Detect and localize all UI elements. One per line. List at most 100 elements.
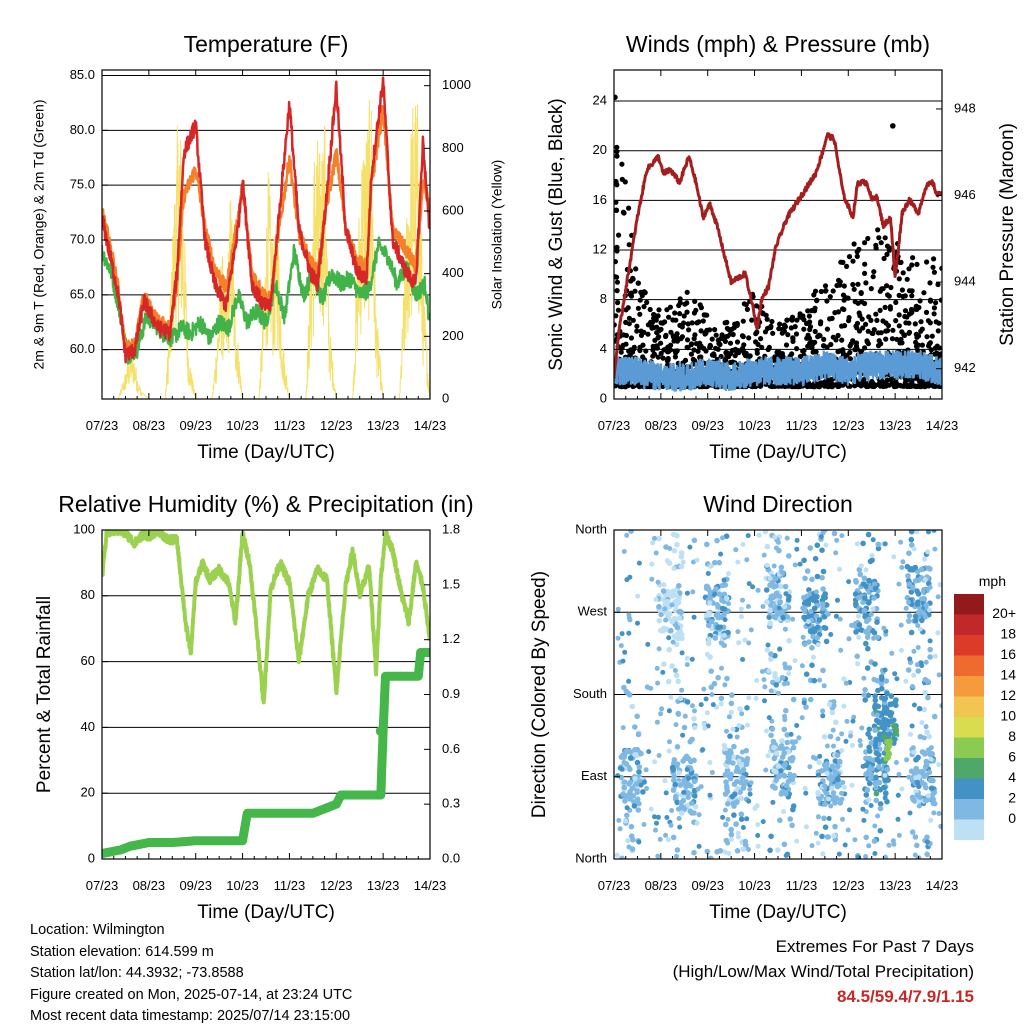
direction-point bbox=[754, 678, 760, 683]
gust-point bbox=[753, 339, 759, 345]
direction-point bbox=[719, 597, 725, 604]
direction-point bbox=[714, 849, 720, 855]
direction-point bbox=[802, 641, 808, 647]
gust-point bbox=[915, 347, 921, 353]
gust-point bbox=[841, 283, 847, 289]
gust-point bbox=[623, 307, 629, 313]
direction-point bbox=[666, 635, 672, 641]
gust-point bbox=[856, 246, 862, 252]
gust-point bbox=[749, 317, 755, 323]
direction-point bbox=[872, 727, 878, 733]
direction-point bbox=[886, 842, 892, 848]
temperature-y-tick-label: 85.0 bbox=[70, 67, 95, 82]
direction-point bbox=[678, 799, 685, 806]
direction-point bbox=[704, 710, 710, 716]
gust-point bbox=[770, 330, 776, 336]
direction-point bbox=[880, 721, 887, 728]
direction-point bbox=[862, 595, 868, 601]
winds-x-tick-label: 07/23 bbox=[598, 418, 631, 433]
direction-point bbox=[881, 625, 887, 631]
direction-point bbox=[864, 665, 871, 671]
speed-legend-label: 16 bbox=[1000, 646, 1016, 662]
direction-point bbox=[820, 568, 827, 575]
direction-point bbox=[771, 744, 777, 751]
gust-point bbox=[824, 298, 830, 304]
direction-point bbox=[784, 535, 790, 541]
direction-point bbox=[834, 763, 841, 770]
direction-point bbox=[763, 587, 770, 593]
speed-legend-label: 20+ bbox=[992, 605, 1016, 621]
speed-legend-swatch bbox=[954, 614, 984, 635]
direction-point bbox=[671, 777, 677, 784]
humidity-x-tick-label: 10/23 bbox=[226, 878, 259, 893]
extremes-title: Extremes For Past 7 Days bbox=[775, 937, 974, 956]
direction-point bbox=[853, 577, 859, 584]
direction-point bbox=[781, 726, 788, 733]
direction-point bbox=[738, 614, 744, 620]
direction-point bbox=[802, 785, 808, 791]
winds-y2-tick-label: 946 bbox=[954, 187, 976, 202]
direction-point bbox=[839, 796, 845, 802]
direction-point bbox=[928, 745, 934, 751]
direction-point bbox=[873, 790, 880, 797]
direction-point bbox=[914, 842, 920, 849]
direction-point bbox=[923, 602, 930, 608]
direction-point bbox=[665, 837, 671, 843]
gust-point bbox=[830, 334, 836, 340]
direction-point bbox=[722, 606, 728, 612]
direction-point bbox=[906, 618, 912, 624]
gust-point bbox=[929, 333, 935, 339]
direction-point bbox=[672, 598, 678, 605]
direction-point bbox=[911, 648, 917, 654]
temperature-title: Temperature (F) bbox=[184, 31, 349, 57]
gust-point bbox=[931, 311, 937, 317]
direction-point bbox=[669, 808, 675, 813]
gust-point bbox=[772, 354, 778, 360]
direction-point bbox=[634, 796, 641, 802]
direction-point bbox=[649, 576, 655, 582]
direction-point bbox=[747, 791, 753, 797]
direction-point bbox=[652, 814, 657, 820]
direction-point bbox=[820, 851, 826, 857]
gust-point bbox=[614, 274, 620, 280]
temperature-plot-area bbox=[102, 76, 430, 399]
direction-point bbox=[673, 592, 679, 599]
direction-point bbox=[852, 837, 858, 843]
gust-point bbox=[618, 349, 624, 355]
gust-point bbox=[913, 303, 920, 309]
direction-point bbox=[768, 602, 774, 609]
gust-point bbox=[806, 313, 813, 319]
direction-point bbox=[730, 793, 736, 799]
direction-point bbox=[840, 780, 846, 785]
direction-point bbox=[661, 582, 667, 588]
direction-point bbox=[718, 695, 725, 702]
gust-point bbox=[882, 235, 888, 241]
gust-point bbox=[822, 379, 828, 385]
direction-point bbox=[728, 831, 735, 838]
station-info: Location: Wilmington Station elevation: … bbox=[30, 920, 352, 1028]
direction-point bbox=[707, 760, 713, 765]
direction-point bbox=[910, 584, 916, 591]
direction-point bbox=[641, 779, 647, 785]
humidity-y2-tick-label: 1.8 bbox=[442, 521, 460, 536]
direction-point bbox=[821, 734, 828, 740]
direction-point bbox=[808, 609, 814, 615]
rainfall-point bbox=[375, 726, 386, 737]
gust-point bbox=[914, 383, 920, 390]
direction-point bbox=[884, 738, 891, 745]
gust-point bbox=[846, 315, 852, 321]
gust-point bbox=[854, 347, 861, 353]
direction-point bbox=[728, 700, 735, 707]
direction-point bbox=[653, 597, 659, 602]
direction-point bbox=[721, 742, 728, 749]
direction-point bbox=[750, 584, 756, 590]
direction-point bbox=[831, 530, 838, 537]
direction-point bbox=[909, 829, 916, 835]
direction-point bbox=[725, 758, 731, 765]
direction-point bbox=[666, 748, 672, 754]
direction-point bbox=[927, 638, 933, 644]
direction-point bbox=[754, 803, 760, 809]
direction-point bbox=[821, 683, 827, 689]
direction-point bbox=[632, 724, 638, 730]
speed-legend-label: 18 bbox=[1000, 626, 1016, 642]
